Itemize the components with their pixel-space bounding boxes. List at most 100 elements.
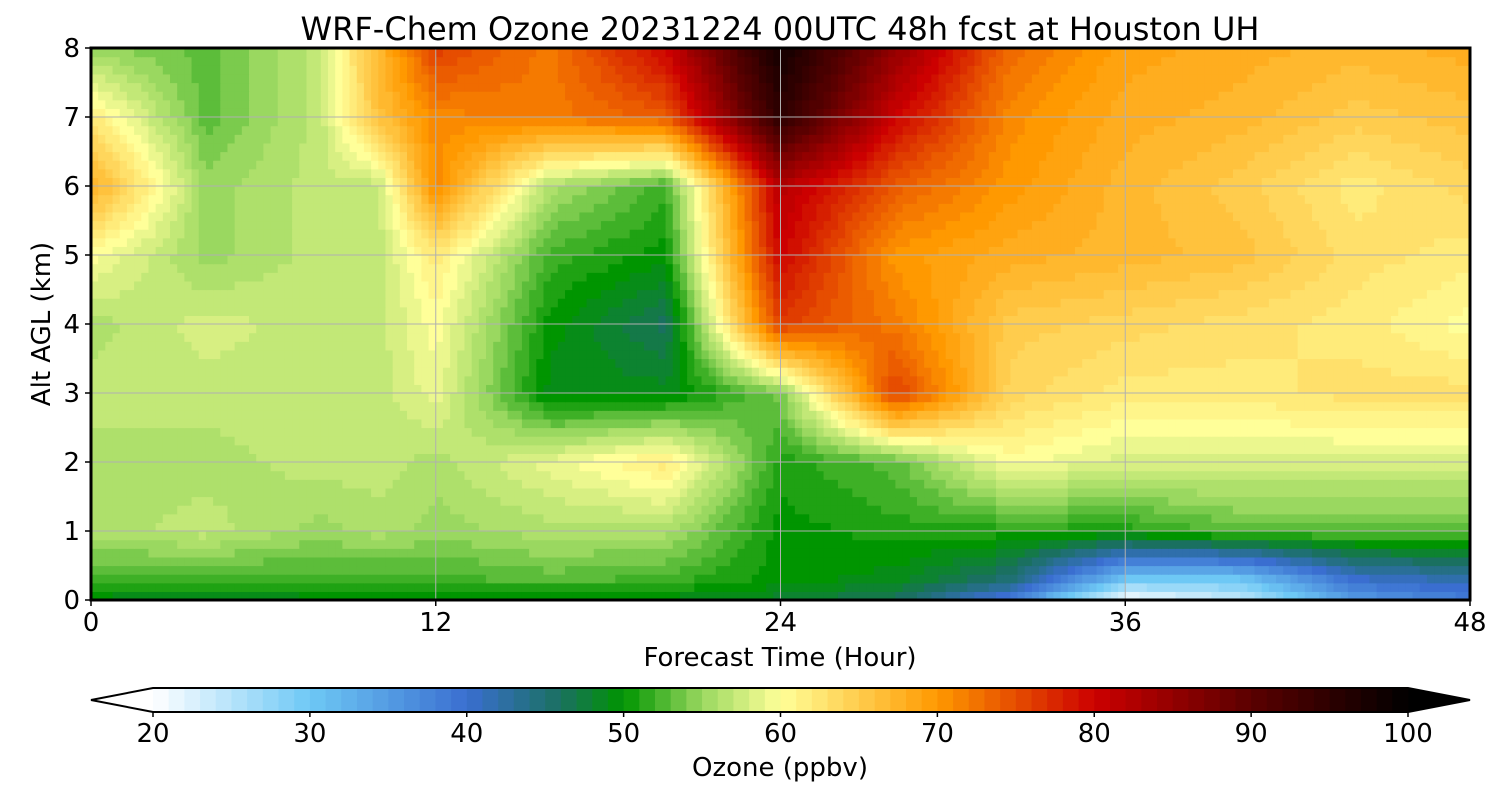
heatmap-cell — [299, 513, 308, 523]
heatmap-cell — [213, 401, 221, 411]
heatmap-cell — [126, 591, 135, 600]
heatmap-cell — [852, 522, 861, 532]
heatmap-cell — [98, 444, 106, 454]
heatmap-cell — [608, 513, 616, 523]
heatmap-cell — [1060, 556, 1069, 567]
heatmap-cell — [105, 496, 114, 506]
heatmap-cell — [1383, 384, 1392, 394]
heatmap-cell — [1074, 522, 1083, 532]
heatmap-cell — [1290, 444, 1299, 454]
heatmap-cell — [988, 522, 997, 532]
heatmap-cell — [500, 444, 509, 454]
heatmap-cell — [543, 531, 552, 541]
heatmap-cell — [636, 393, 645, 403]
heatmap-cell — [909, 436, 918, 446]
heatmap-cell — [270, 496, 279, 506]
heatmap-cell — [658, 505, 667, 515]
heatmap-cell — [995, 401, 1004, 411]
heatmap-cell — [1383, 427, 1392, 437]
heatmap-cell — [974, 591, 983, 600]
heatmap-cell — [629, 470, 638, 480]
heatmap-cell — [543, 522, 552, 532]
heatmap-cell — [952, 539, 961, 549]
heatmap-cell — [1046, 418, 1055, 429]
heatmap-cell — [773, 505, 782, 515]
heatmap-cell — [241, 548, 250, 558]
heatmap-cell — [1110, 487, 1119, 498]
heatmap-cell — [105, 444, 114, 454]
heatmap-cell — [1017, 444, 1026, 454]
heatmap-cell — [1311, 531, 1320, 541]
heatmap-cell — [1039, 453, 1047, 463]
heatmap-cell — [141, 487, 150, 498]
heatmap-cell — [1319, 574, 1327, 584]
heatmap-cell — [371, 531, 379, 541]
heatmap-cell — [507, 470, 516, 480]
heatmap-cell — [1182, 487, 1191, 498]
heatmap-cell — [967, 505, 976, 515]
heatmap-cell — [249, 479, 257, 489]
heatmap-cell — [572, 418, 580, 429]
heatmap-cell — [780, 462, 789, 472]
heatmap-cell — [328, 539, 336, 549]
heatmap-cell — [428, 375, 437, 385]
heatmap-cell — [873, 565, 882, 575]
heatmap-cell — [1405, 565, 1414, 575]
heatmap-cell — [672, 487, 681, 498]
heatmap-cell — [1153, 444, 1162, 454]
heatmap-cell — [270, 539, 279, 549]
heatmap-cell — [1082, 410, 1090, 420]
heatmap-cell — [1074, 427, 1083, 437]
heatmap-cell — [593, 427, 602, 437]
heatmap-cell — [1146, 591, 1155, 600]
heatmap-cell — [744, 565, 753, 575]
heatmap-cell — [1031, 401, 1040, 411]
heatmap-cell — [213, 436, 221, 446]
heatmap-cell — [1319, 427, 1327, 437]
heatmap-cell — [723, 539, 731, 549]
heatmap-cell — [988, 427, 997, 437]
heatmap-cell — [866, 487, 875, 498]
heatmap-cell — [155, 453, 164, 463]
heatmap-cell — [220, 496, 229, 506]
heatmap-cell — [385, 548, 394, 558]
heatmap-cell — [945, 591, 954, 600]
heatmap-cell — [758, 418, 767, 429]
heatmap-cell — [205, 565, 214, 575]
heatmap-cell — [1089, 375, 1098, 385]
heatmap-cell — [658, 453, 667, 463]
heatmap-cell — [1096, 436, 1105, 446]
heatmap-cell — [464, 375, 473, 385]
heatmap-cell — [565, 505, 573, 515]
heatmap-cell — [478, 375, 487, 385]
heatmap-cell — [457, 410, 466, 420]
heatmap-cell — [1419, 591, 1428, 600]
heatmap-cell — [565, 531, 573, 541]
heatmap-cell — [126, 582, 135, 592]
heatmap-cell — [371, 410, 379, 420]
heatmap-cell — [730, 470, 738, 480]
heatmap-cell — [715, 565, 724, 575]
heatmap-cell — [1046, 453, 1055, 463]
heatmap-cell — [816, 401, 825, 411]
heatmap-cell — [471, 496, 480, 506]
heatmap-cell — [1426, 418, 1435, 429]
heatmap-cell — [852, 453, 861, 463]
heatmap-cell — [802, 384, 810, 394]
heatmap-cell — [830, 505, 839, 515]
heatmap-cell — [974, 539, 983, 549]
heatmap-cell — [478, 384, 487, 394]
heatmap-cell — [1089, 522, 1098, 532]
heatmap-cell — [758, 401, 767, 411]
heatmap-cell — [1333, 582, 1342, 592]
heatmap-cell — [694, 574, 703, 584]
heatmap-cell — [170, 531, 178, 541]
heatmap-cell — [737, 418, 746, 429]
heatmap-cell — [1153, 410, 1162, 420]
heatmap-cell — [1067, 410, 1076, 420]
heatmap-cell — [98, 565, 106, 575]
heatmap-cell — [794, 582, 803, 592]
heatmap-cell — [514, 453, 523, 463]
heatmap-cell — [974, 496, 983, 506]
heatmap-cell — [845, 496, 853, 506]
